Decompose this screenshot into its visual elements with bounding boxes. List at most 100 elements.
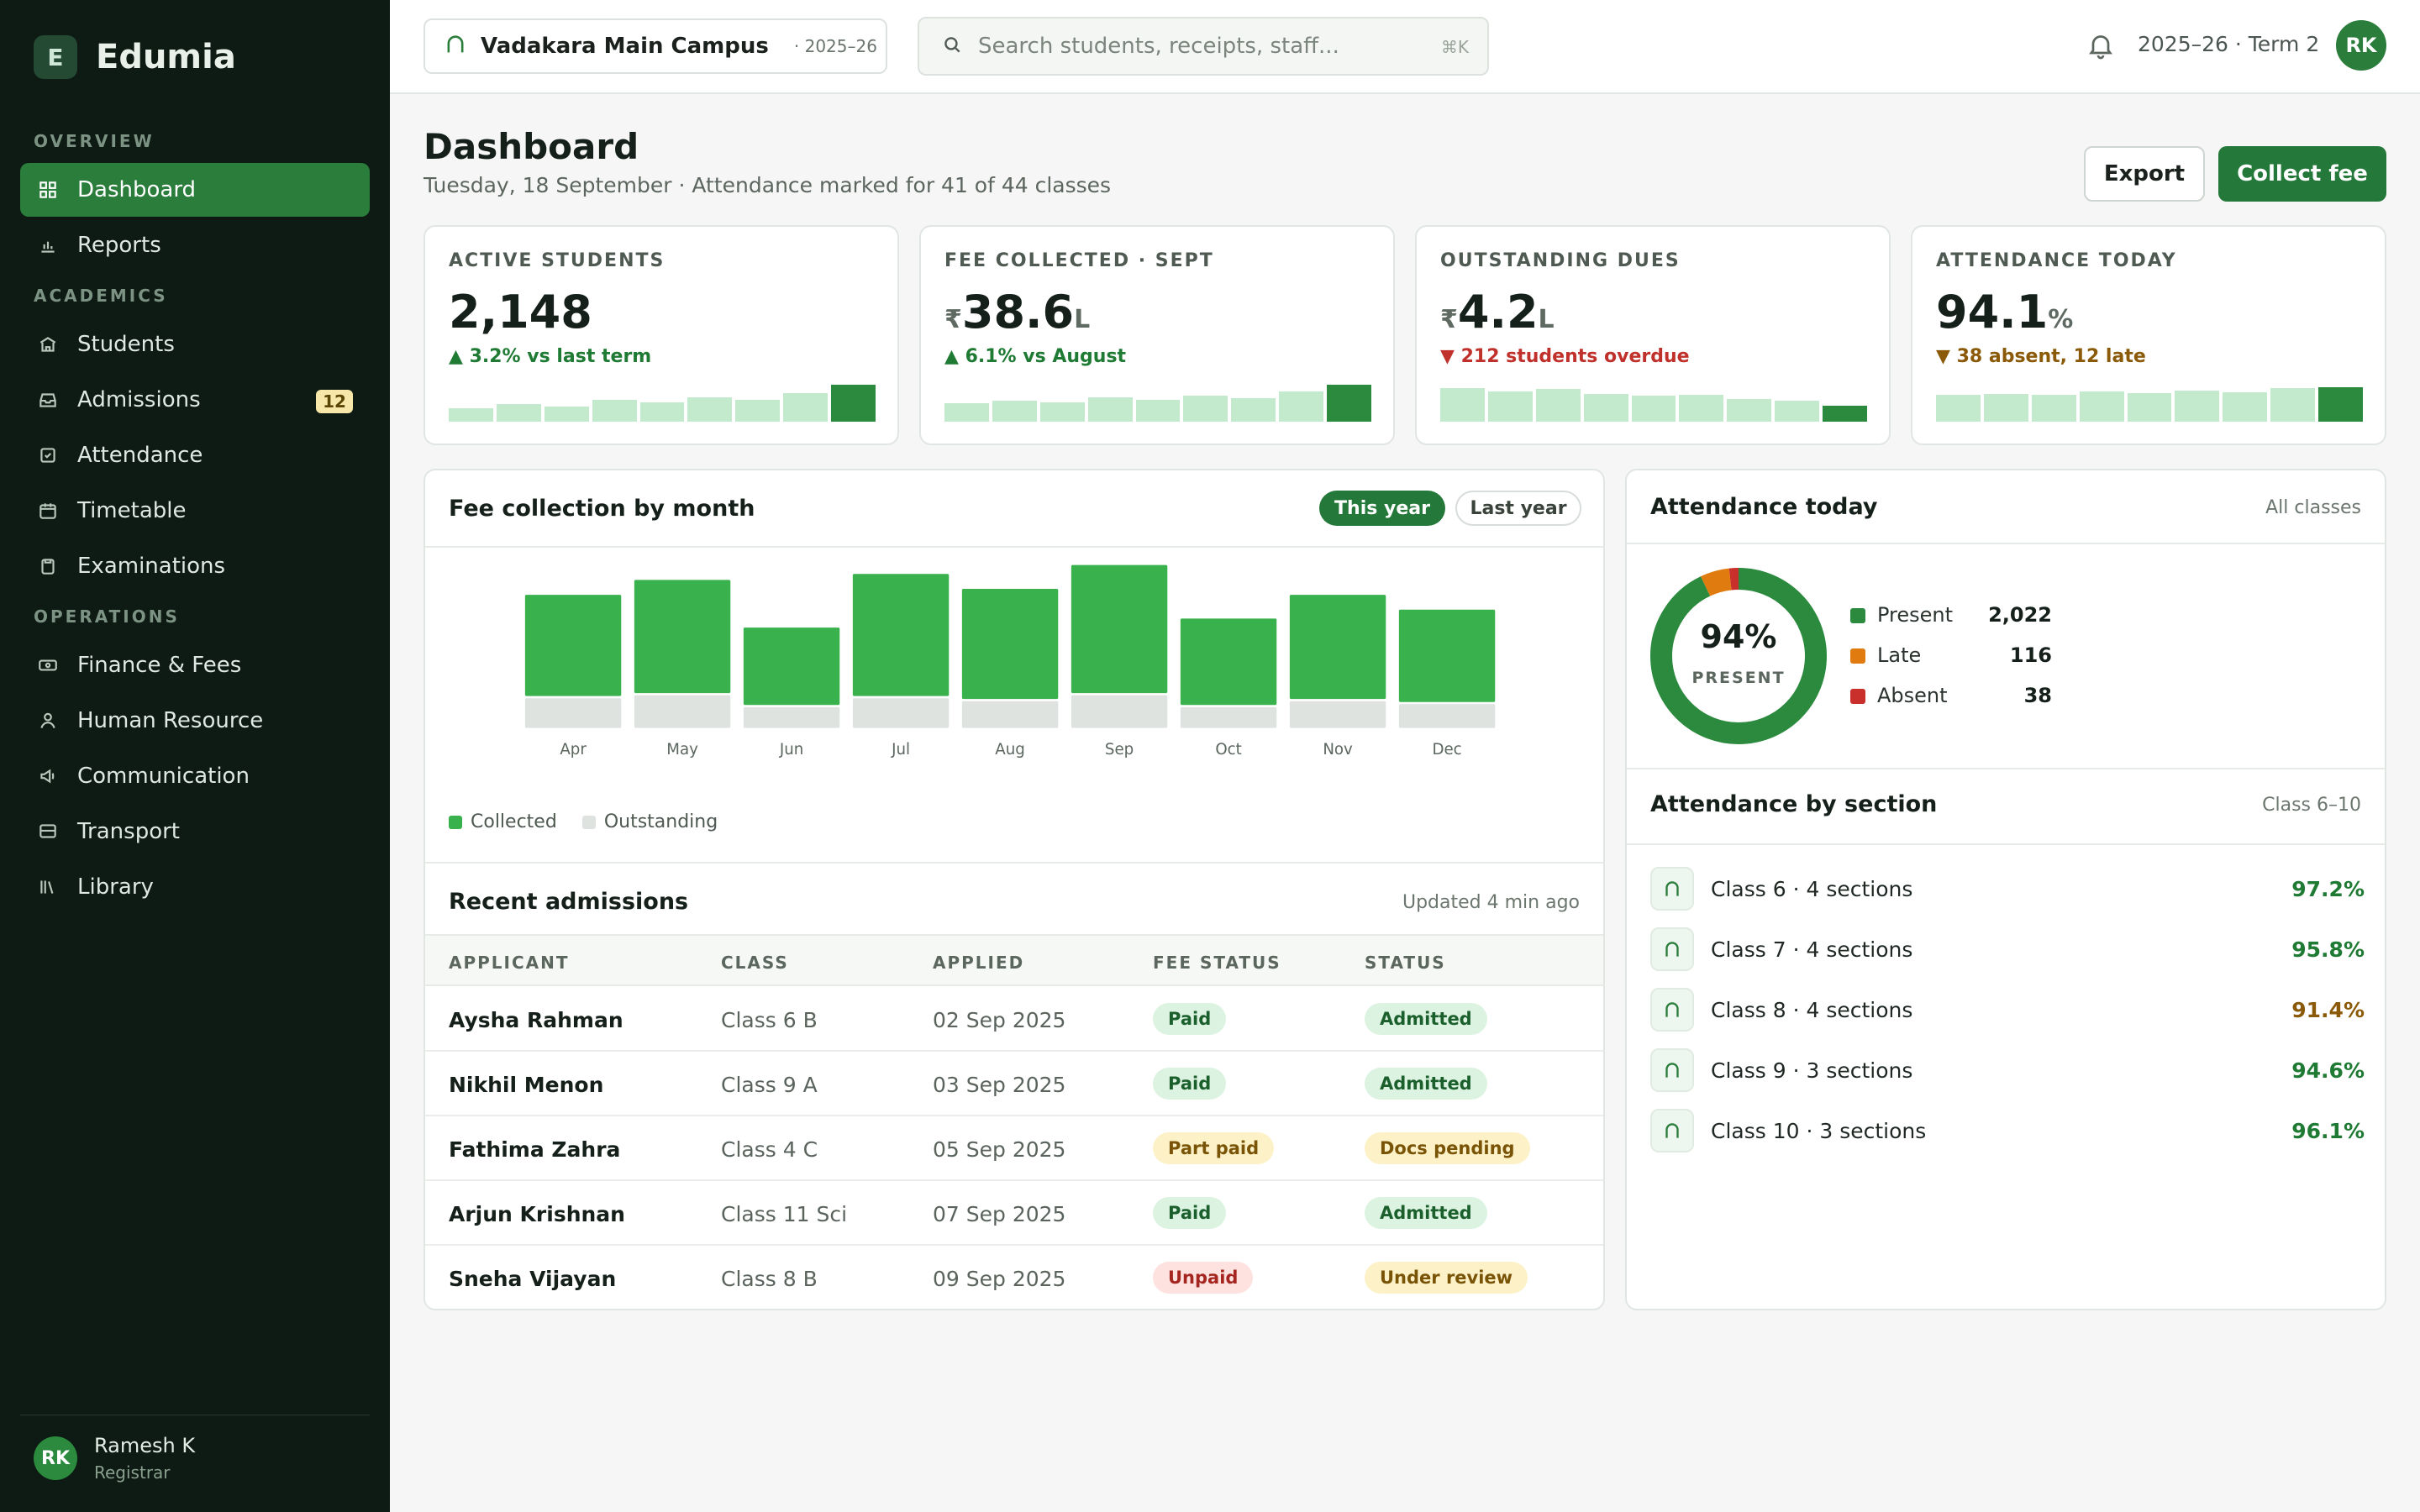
kpi-card[interactable]: ACTIVE STUDENTS 2,148 ▲ 3.2% vs last term (424, 225, 899, 445)
sparkline-bar (2223, 392, 2268, 422)
currency-symbol: ₹ (1440, 305, 1458, 334)
toggle-this-year[interactable]: This year (1319, 491, 1445, 526)
sidebar-item-label: Admissions (77, 387, 201, 412)
kpi-delta: ▼ 38 absent, 12 late (1936, 346, 2146, 367)
bar-collected[interactable] (634, 580, 731, 694)
avatar: RK (34, 1436, 77, 1480)
column-header[interactable]: STATUS (1365, 953, 1446, 973)
section-row[interactable]: Class 10 · 3 sections 96.1% (1650, 1109, 2365, 1152)
legend-swatch (581, 815, 596, 829)
applied-date: 09 Sep 2025 (933, 1267, 1066, 1291)
legend-label: Outstanding (603, 811, 718, 832)
legend-swatch (449, 815, 462, 829)
column-header[interactable]: APPLIED (933, 953, 1025, 973)
bar-outstanding[interactable] (1289, 701, 1386, 728)
section-attendance-value: 96.1% (2291, 1119, 2365, 1143)
legend-label: Present (1877, 603, 1954, 627)
sidebar-item-transport[interactable]: Transport (20, 805, 370, 858)
sidebar-user[interactable]: RK Ramesh K Registrar (20, 1415, 370, 1483)
sidebar-item-attendance[interactable]: Attendance (20, 428, 370, 482)
bar-outstanding[interactable] (1398, 704, 1496, 728)
sidebar-item-finance-fees[interactable]: Finance & Fees (20, 638, 370, 692)
attendance-filter[interactable]: All classes (2265, 497, 2361, 518)
sparkline-bar (2318, 387, 2364, 422)
campus-year: · 2025–26 (793, 36, 877, 56)
sidebar-item-dashboard[interactable]: Dashboard (20, 163, 370, 217)
sidebar-item-examinations[interactable]: Examinations (20, 539, 370, 593)
sparkline-bar (1983, 394, 2028, 422)
sidebar-item-students[interactable]: Students (20, 318, 370, 371)
legend-swatch (1850, 648, 1865, 664)
sparkline-bar (992, 401, 1037, 422)
sidebar-item-label: Reports (77, 233, 161, 258)
sidebar-item-admissions[interactable]: Admissions 12 (20, 373, 370, 427)
table-row[interactable]: Aysha Rahman Class 6 B 02 Sep 2025 Paid Admi… (425, 988, 1603, 1052)
sidebar-item-human-resource[interactable]: Human Resource (20, 694, 370, 748)
export-button[interactable]: Export (2084, 146, 2205, 202)
bar-outstanding[interactable] (1180, 706, 1277, 728)
column-header[interactable]: CLASS (721, 953, 789, 973)
search-input[interactable] (978, 34, 1415, 59)
section-row[interactable]: Class 6 · 4 sections 97.2% (1650, 867, 2365, 911)
column-header[interactable]: APPLICANT (449, 953, 570, 973)
bar-outstanding[interactable] (524, 698, 622, 728)
applied-date: 07 Sep 2025 (933, 1202, 1066, 1226)
bar-collected[interactable] (743, 627, 840, 706)
kpi-card[interactable]: FEE COLLECTED · SEPT ₹38.6L ▲ 6.1% vs Augu… (919, 225, 1395, 445)
column-header[interactable]: FEE STATUS (1153, 953, 1281, 973)
donut-slice-absent[interactable] (1650, 568, 1827, 744)
brand-logo: E (34, 35, 77, 79)
toggle-last-year[interactable]: Last year (1455, 491, 1581, 526)
admissions-title: Recent admissions (449, 889, 689, 915)
kpi-value: ₹38.6L (944, 286, 1090, 339)
bar-collected[interactable] (1180, 618, 1277, 706)
sidebar-item-reports[interactable]: Reports (20, 218, 370, 272)
bar-outstanding[interactable] (852, 698, 950, 728)
section-title: Attendance by section (1650, 791, 1938, 817)
kpi-label: ACTIVE STUDENTS (449, 250, 666, 271)
fee-status-badge: Paid (1153, 1197, 1227, 1229)
bar-outstanding[interactable] (1071, 695, 1168, 728)
section-attendance-value: 94.6% (2291, 1058, 2365, 1083)
check-square-icon (37, 444, 59, 466)
section-row[interactable]: Class 9 · 3 sections 94.6% (1650, 1048, 2365, 1092)
fee-status-badge: Part paid (1153, 1132, 1275, 1164)
search-bar[interactable]: ⌘K (918, 17, 1489, 76)
brand[interactable]: E Edumia (34, 35, 236, 79)
donut-slice-present[interactable] (1650, 568, 1827, 744)
nav-section-title: OVERVIEW (34, 131, 155, 151)
page-title: Dashboard (424, 126, 639, 167)
kpi-delta: ▲ 6.1% vs August (944, 346, 1127, 367)
sidebar-item-communication[interactable]: Communication (20, 749, 370, 803)
campus-selector[interactable]: Vadakara Main Campus · 2025–26 (424, 18, 887, 74)
sidebar-item-library[interactable]: Library (20, 860, 370, 914)
bar-collected[interactable] (1071, 564, 1168, 694)
bar-collected[interactable] (961, 588, 1059, 700)
table-row[interactable]: Fathima Zahra Class 4 C 05 Sep 2025 Part pa… (425, 1117, 1603, 1181)
bar-collected[interactable] (524, 595, 622, 696)
kpi-card[interactable]: ATTENDANCE TODAY 94.1% ▼ 38 absent, 12 lat… (1911, 225, 2386, 445)
bar-collected[interactable] (1398, 609, 1496, 702)
table-row[interactable]: Arjun Krishnan Class 11 Sci 07 Sep 2025 Pai… (425, 1182, 1603, 1246)
table-row[interactable]: Nikhil Menon Class 9 A 03 Sep 2025 Paid Admi… (425, 1053, 1603, 1116)
school-icon (444, 33, 467, 60)
sidebar-item-timetable[interactable]: Timetable (20, 484, 370, 538)
avatar[interactable]: RK (2336, 20, 2386, 71)
collect-fee-button[interactable]: Collect fee (2218, 146, 2386, 202)
bar-outstanding[interactable] (961, 701, 1059, 728)
kpi-card[interactable]: OUTSTANDING DUES ₹4.2L ▼ 212 students over… (1415, 225, 1891, 445)
bar-outstanding[interactable] (743, 706, 840, 728)
kpi-unit: L (1538, 305, 1555, 334)
section-row[interactable]: Class 8 · 4 sections 91.4% (1650, 988, 2365, 1032)
attendance-legend-item: Present 2,022 (1850, 601, 2052, 627)
section-name: Class 8 · 4 sections (1711, 998, 1913, 1022)
campus-name: Vadakara Main Campus (481, 34, 769, 59)
section-row[interactable]: Class 7 · 4 sections 95.8% (1650, 927, 2365, 971)
bar-collected[interactable] (852, 574, 950, 696)
bell-icon[interactable] (2086, 30, 2116, 60)
table-row[interactable]: Sneha Vijayan Class 8 B 09 Sep 2025 Unpaid U… (425, 1247, 1603, 1309)
bar-collected[interactable] (1289, 595, 1386, 700)
bar-outstanding[interactable] (634, 695, 731, 728)
term-selector[interactable]: 2025–26 · Term 2 (2138, 32, 2320, 56)
section-range[interactable]: Class 6–10 (2262, 795, 2361, 816)
